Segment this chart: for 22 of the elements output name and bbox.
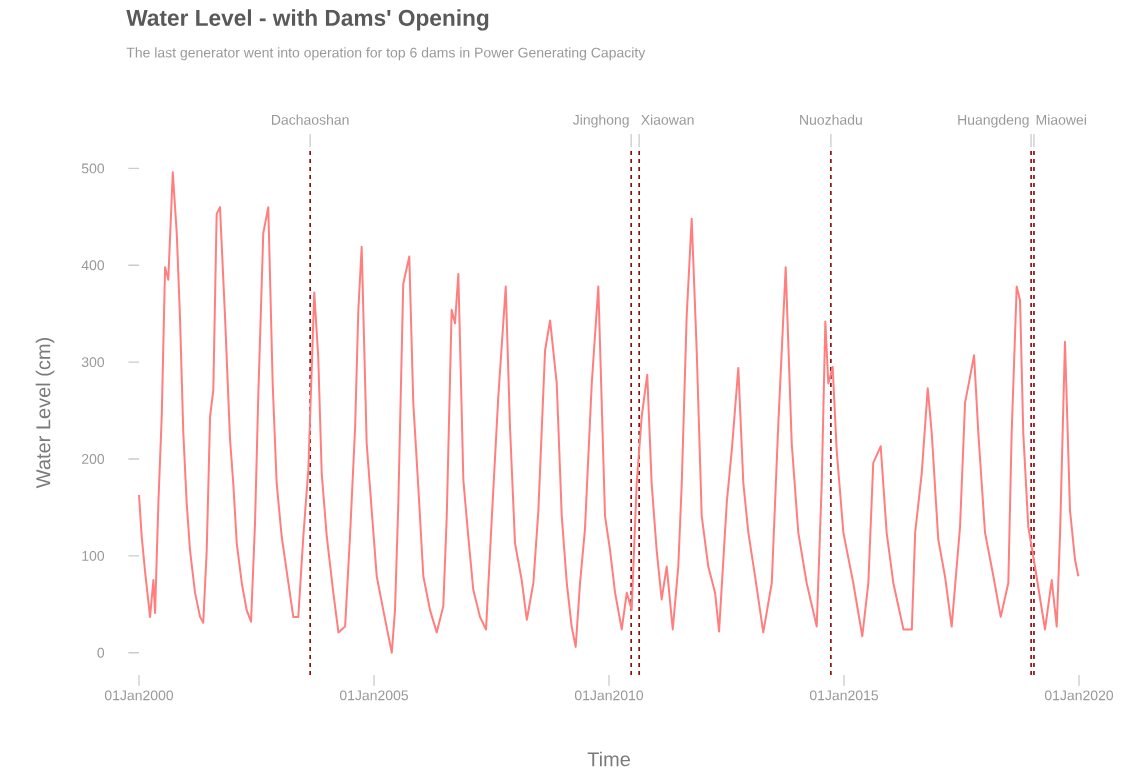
x-tick-label: 01Jan2005: [339, 690, 409, 701]
ref-line-label: Miaowei: [1036, 114, 1086, 125]
y-tick-label: 300: [81, 357, 105, 368]
ref-line-label: Jinghong: [572, 114, 629, 128]
chart-subtitle: The last generator went into operation for top 6 dams in Power Generating Capacity: [126, 47, 646, 61]
x-tick-label: 01Jan2000: [104, 690, 174, 701]
ref-line-label: Dachaoshan: [271, 114, 349, 125]
line-series: [138, 171, 1080, 654]
ref-line-label: Nuozhadu: [800, 114, 862, 125]
x-tick-label: 01Jan2015: [809, 690, 879, 701]
ref-line-label: Xiaowan: [641, 114, 694, 125]
y-axis-title: Water Level (cm): [35, 338, 55, 489]
y-tick-label: 400: [81, 260, 105, 271]
y-tick-label: 500: [81, 163, 105, 174]
ref-line-label: Huangdeng: [958, 114, 1029, 128]
y-tick-label: 100: [82, 550, 105, 561]
y-tick-label: 0: [97, 647, 105, 658]
x-axis-title: Time: [587, 751, 630, 767]
x-tick-label: 01Jan2020: [1044, 690, 1114, 701]
x-tick-label: 01Jan2010: [574, 690, 644, 701]
y-tick-label: 200: [82, 454, 105, 464]
chart-title: Water Level - with Dams' Opening: [126, 9, 489, 31]
